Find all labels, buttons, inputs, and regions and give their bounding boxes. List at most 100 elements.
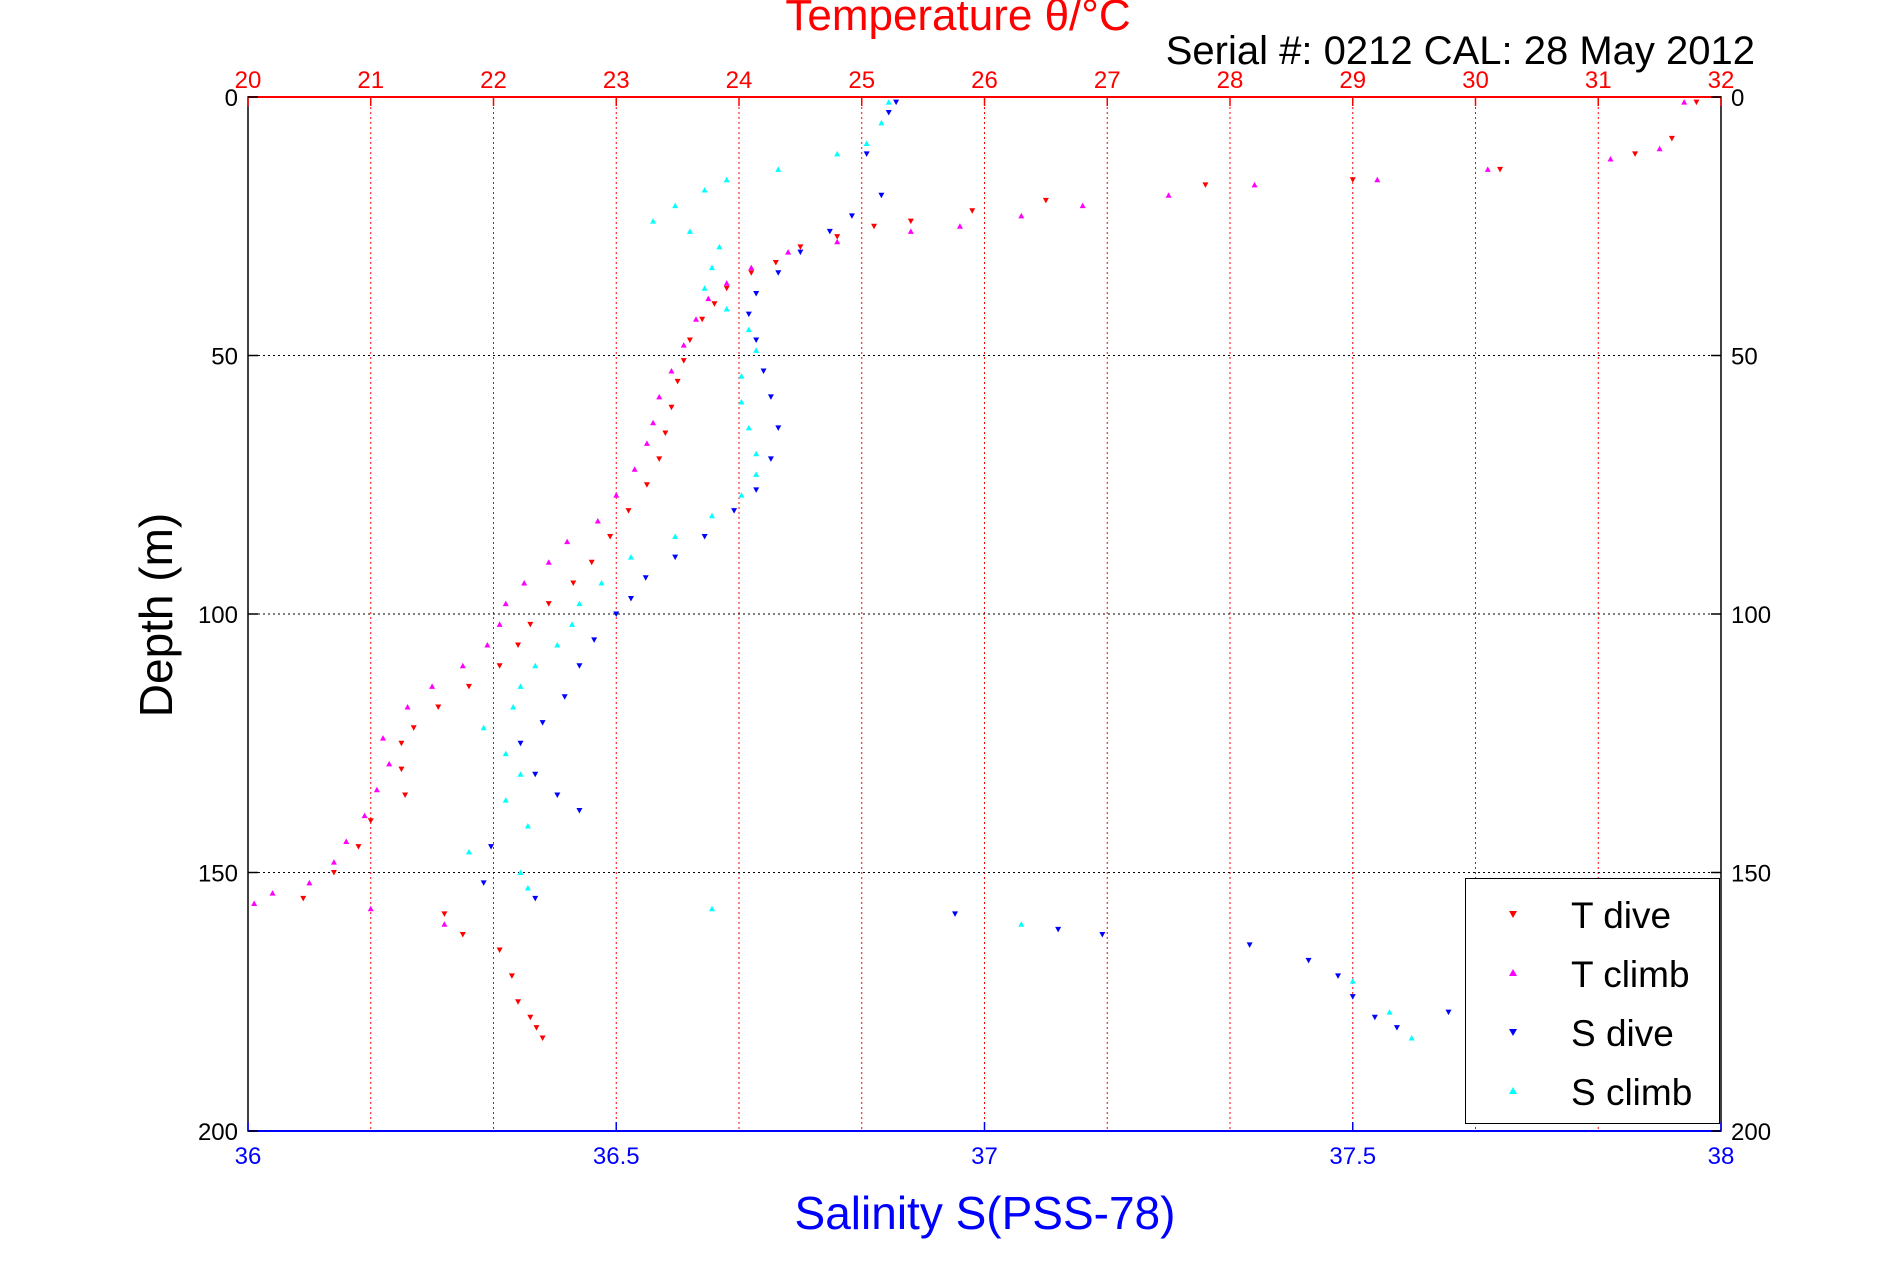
chart-subtitle: Serial #: 0212 CAL: 28 May 2012 xyxy=(1166,29,1755,73)
data-point xyxy=(672,533,679,539)
data-point xyxy=(510,704,517,710)
data-point xyxy=(569,621,576,627)
data-point xyxy=(785,249,792,255)
data-point xyxy=(893,99,900,106)
data-point xyxy=(668,368,675,374)
data-point xyxy=(1042,197,1049,204)
data-point xyxy=(1251,181,1258,188)
data-point xyxy=(885,99,892,105)
data-point xyxy=(410,725,417,731)
data-point xyxy=(496,947,503,954)
data-point xyxy=(533,1025,540,1031)
data-point xyxy=(753,487,760,493)
data-point xyxy=(1018,212,1025,219)
data-point xyxy=(1055,926,1062,933)
top-tick-label: 26 xyxy=(971,67,998,94)
data-point xyxy=(539,1035,546,1041)
right-tick-label: 50 xyxy=(1731,344,1758,371)
data-point xyxy=(545,559,552,565)
data-point xyxy=(554,792,561,798)
data-point xyxy=(517,869,524,875)
data-point xyxy=(738,373,745,379)
x-axis-label-bottom: Salinity S(PSS-78) xyxy=(795,1187,1176,1239)
right-tick-label: 150 xyxy=(1731,861,1771,888)
triangle-up-icon xyxy=(1509,969,1517,976)
data-point xyxy=(753,450,760,457)
data-point xyxy=(693,316,700,322)
data-point xyxy=(642,575,649,581)
data-point xyxy=(956,223,963,229)
top-tick-label: 31 xyxy=(1585,67,1612,94)
chart-title: Temperature θ/°C xyxy=(785,0,1130,40)
data-point xyxy=(680,342,687,348)
data-point xyxy=(527,621,534,628)
data-point xyxy=(576,807,583,814)
data-point xyxy=(1668,135,1675,142)
data-point xyxy=(373,786,380,793)
data-point xyxy=(496,663,503,669)
y-axis-label: Depth (m) xyxy=(130,513,182,717)
data-point xyxy=(745,424,752,431)
legend-item-t-dive: T dive xyxy=(1466,889,1719,939)
top-tick-label: 27 xyxy=(1094,67,1121,94)
data-point xyxy=(517,683,524,689)
left-tick-label: 150 xyxy=(198,861,238,888)
data-point xyxy=(748,264,755,271)
data-points xyxy=(251,99,1700,1041)
data-point xyxy=(1202,182,1209,188)
data-point xyxy=(775,166,782,172)
legend-label: T climb xyxy=(1571,954,1690,995)
data-point xyxy=(576,663,583,669)
data-point xyxy=(367,818,374,824)
data-point xyxy=(1497,166,1504,173)
data-point xyxy=(1349,978,1356,984)
bottom-tick-label: 38 xyxy=(1708,1143,1735,1170)
data-point xyxy=(524,822,531,829)
data-point xyxy=(441,911,448,917)
data-point xyxy=(745,311,752,318)
data-point xyxy=(1607,156,1614,162)
data-point xyxy=(465,848,472,855)
data-point xyxy=(878,119,885,126)
bottom-tick-label: 36.5 xyxy=(593,1143,640,1170)
data-point xyxy=(834,238,841,245)
triangle-up-icon xyxy=(1509,1087,1517,1094)
data-point xyxy=(251,900,258,907)
data-point xyxy=(760,368,767,375)
data-point xyxy=(969,208,976,214)
data-point xyxy=(355,844,362,850)
top-tick-label: 20 xyxy=(235,67,262,94)
data-point xyxy=(435,704,442,711)
data-point xyxy=(716,243,723,250)
data-point xyxy=(402,792,409,798)
data-point xyxy=(613,611,620,617)
data-point xyxy=(488,844,495,850)
data-point xyxy=(748,270,755,276)
data-point xyxy=(723,305,730,312)
data-point xyxy=(496,621,503,627)
top-tick-label: 22 xyxy=(480,67,507,94)
data-point xyxy=(711,301,718,307)
data-point xyxy=(269,890,276,896)
data-point xyxy=(705,295,712,302)
left-tick-label: 0 xyxy=(225,85,238,112)
data-point xyxy=(625,508,632,514)
data-point xyxy=(532,662,539,669)
left-tick-label: 50 xyxy=(211,344,238,371)
data-point xyxy=(1693,99,1700,106)
data-point xyxy=(480,724,487,731)
data-point xyxy=(738,399,745,405)
data-point xyxy=(1656,145,1663,152)
series-s-dive xyxy=(480,99,1452,1031)
data-point xyxy=(848,213,855,219)
data-point xyxy=(480,880,487,886)
data-point xyxy=(767,394,774,400)
data-point xyxy=(484,642,491,648)
top-tick-label: 25 xyxy=(848,67,875,94)
data-point xyxy=(745,326,752,333)
data-point xyxy=(576,600,583,607)
data-point xyxy=(834,150,841,157)
bottom-tick-label: 37 xyxy=(971,1143,998,1170)
data-point xyxy=(907,228,914,234)
data-point xyxy=(515,642,522,649)
